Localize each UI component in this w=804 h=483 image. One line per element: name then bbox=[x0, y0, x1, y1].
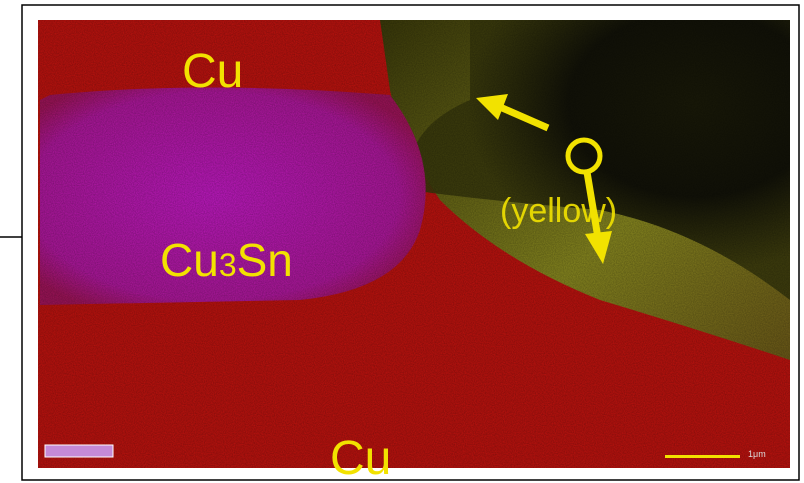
label-part: Sn bbox=[237, 234, 293, 286]
label-part: 3 bbox=[219, 247, 237, 283]
label-cu-bottom: Cu bbox=[330, 432, 391, 483]
scale-bar-label: 1μm bbox=[748, 449, 766, 459]
label-yellow: (yellow) bbox=[500, 192, 617, 230]
label-cu-top: Cu bbox=[182, 45, 243, 98]
map-image bbox=[38, 20, 790, 468]
eds-map-figure: Cu Cu3Sn (yellow) Cu 1μm bbox=[0, 0, 804, 483]
label-part: Cu bbox=[160, 234, 219, 286]
